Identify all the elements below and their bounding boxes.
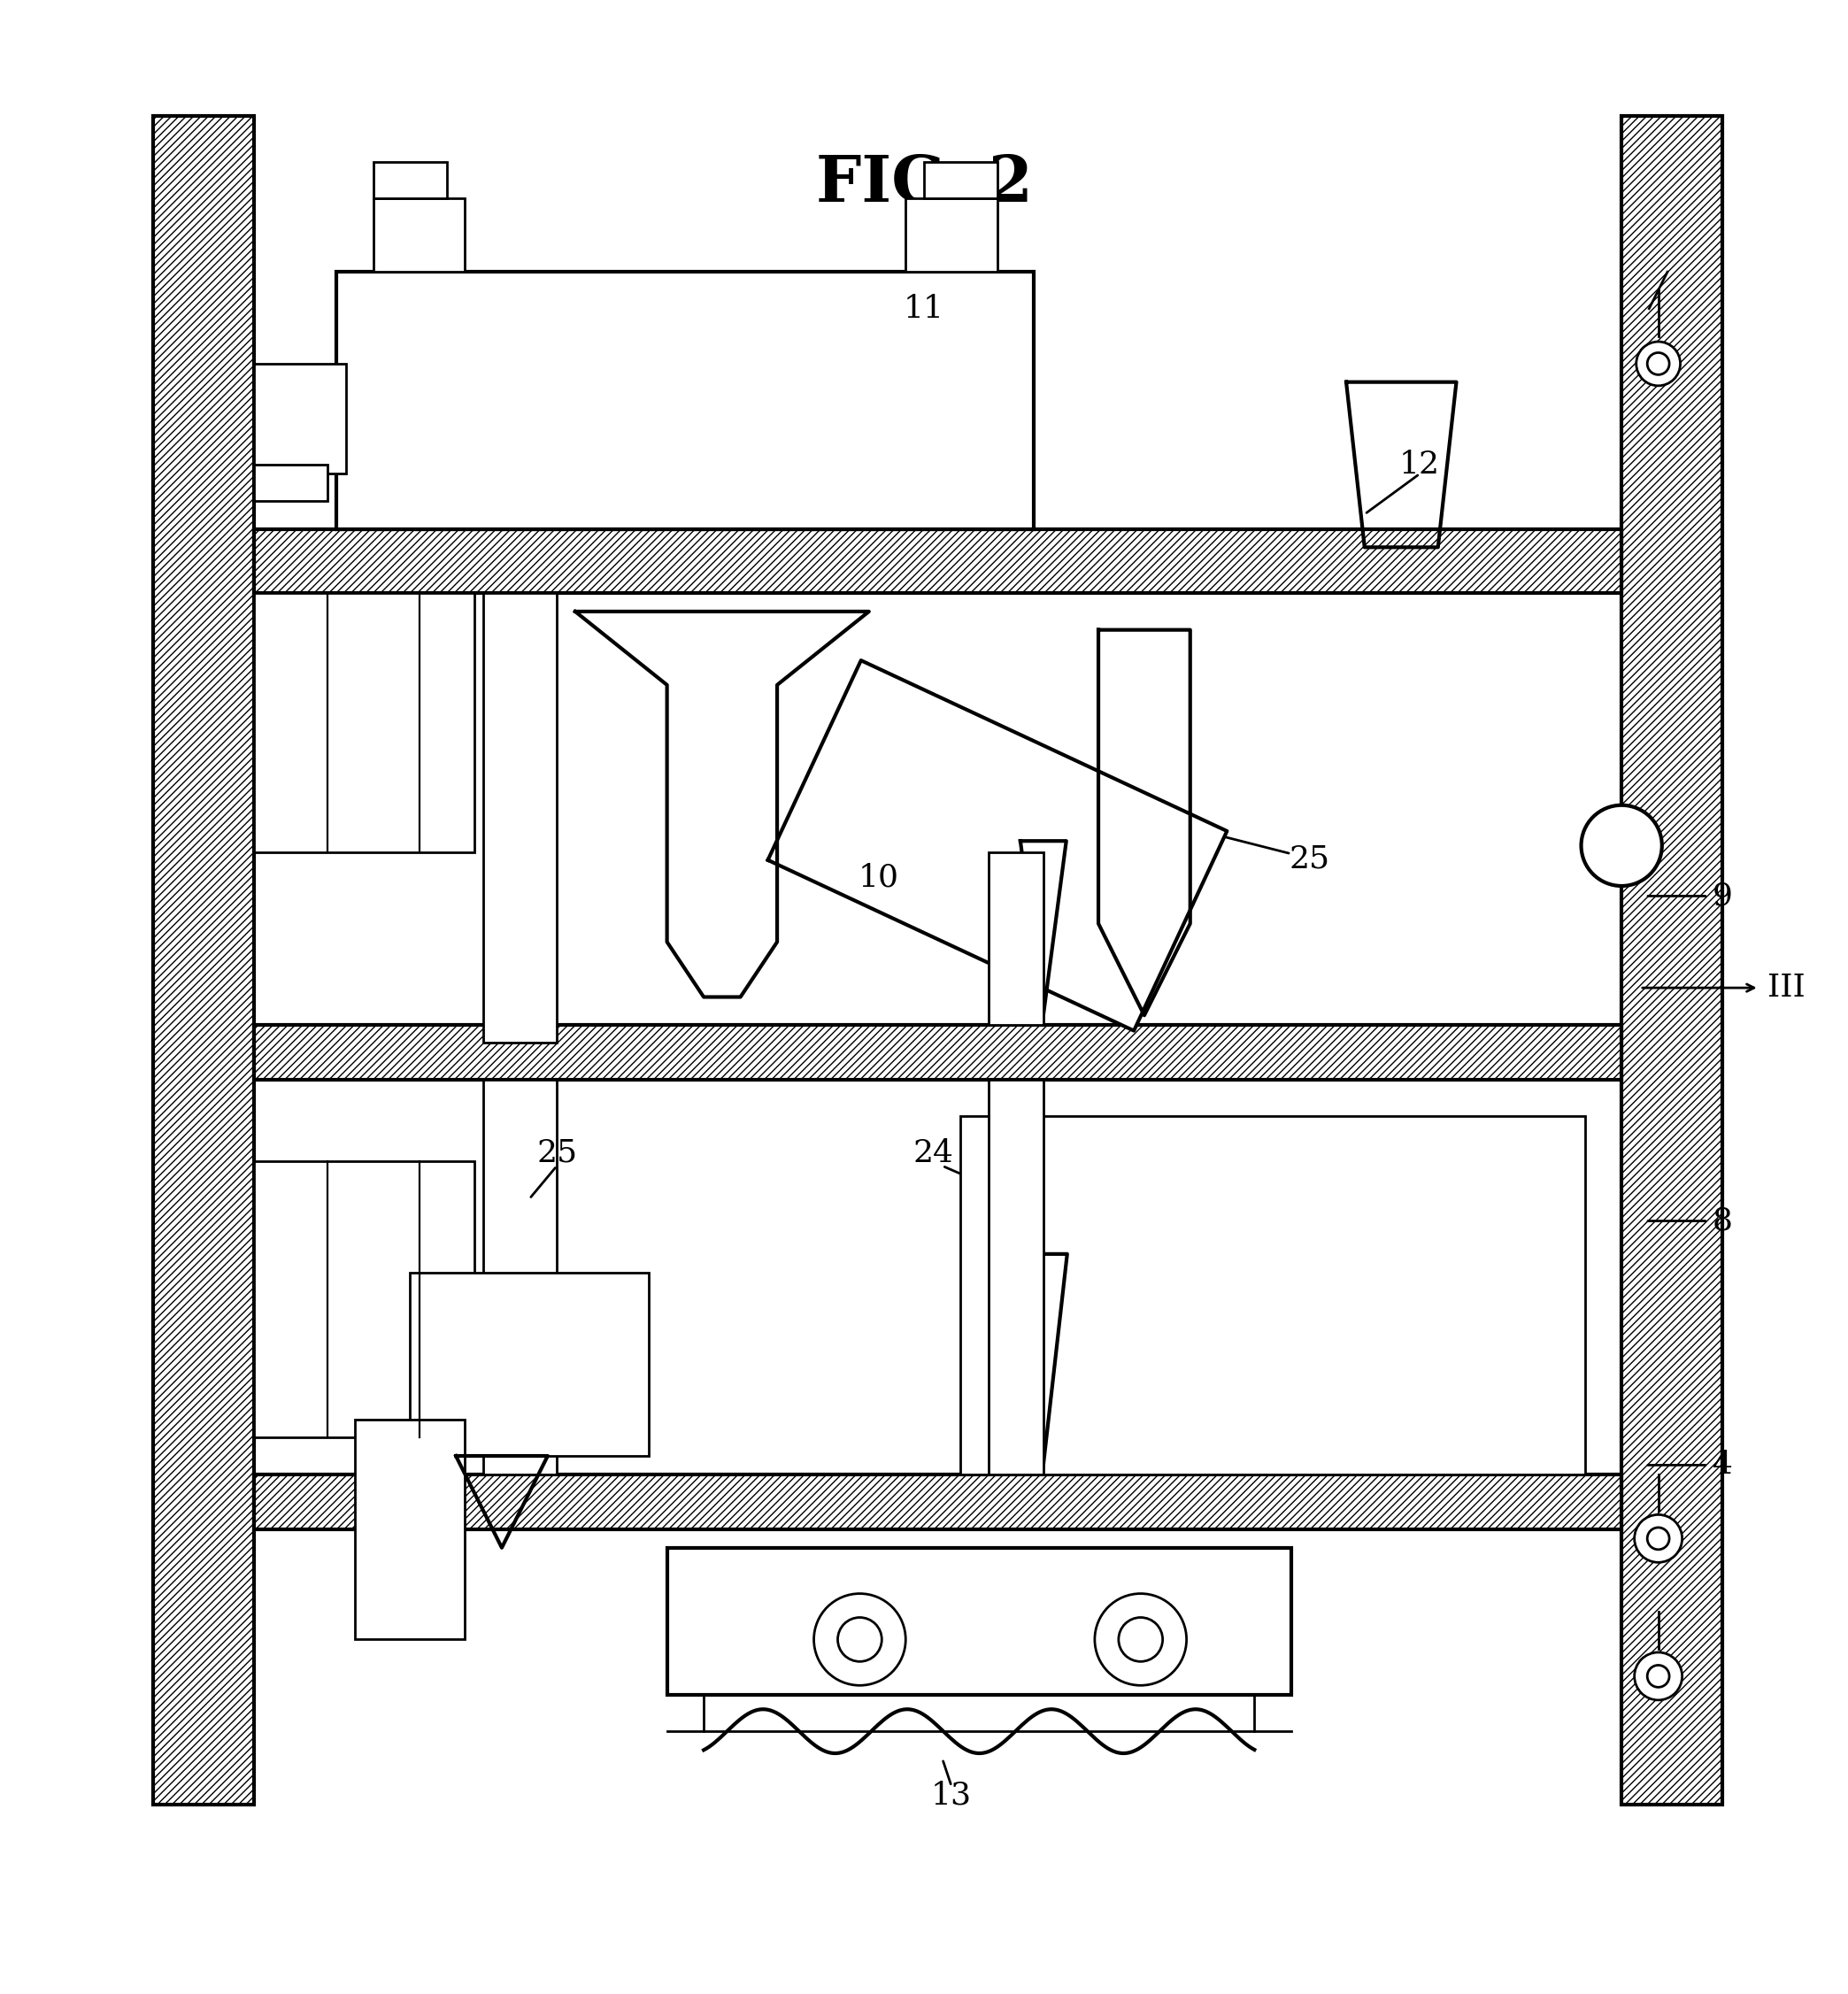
- Circle shape: [1094, 1593, 1186, 1685]
- Text: FIG. 2: FIG. 2: [815, 154, 1033, 215]
- Circle shape: [813, 1593, 906, 1685]
- Text: 4: 4: [1713, 1450, 1733, 1480]
- Bar: [961, 1117, 1586, 1474]
- Circle shape: [1634, 1653, 1682, 1701]
- Bar: [253, 592, 475, 851]
- Text: 24: 24: [913, 1139, 954, 1168]
- Bar: [336, 271, 1035, 528]
- Circle shape: [1647, 353, 1669, 375]
- Bar: [906, 199, 998, 271]
- Bar: [924, 162, 998, 199]
- Circle shape: [1582, 806, 1661, 885]
- Bar: [484, 592, 556, 1043]
- Bar: [1621, 116, 1722, 1805]
- Bar: [253, 1161, 475, 1438]
- Circle shape: [1118, 1617, 1162, 1661]
- Circle shape: [1634, 1515, 1682, 1563]
- Polygon shape: [769, 660, 1227, 1031]
- Circle shape: [1647, 1665, 1669, 1687]
- Bar: [373, 162, 447, 199]
- Text: 12: 12: [1399, 449, 1440, 481]
- Bar: [253, 528, 1621, 592]
- Bar: [989, 851, 1044, 1025]
- Bar: [484, 1079, 556, 1474]
- Text: 13: 13: [931, 1781, 972, 1811]
- Circle shape: [1647, 1527, 1669, 1549]
- Circle shape: [837, 1617, 881, 1661]
- Text: 9: 9: [1713, 881, 1733, 911]
- Bar: [253, 1474, 1621, 1529]
- Bar: [253, 1474, 1621, 1529]
- Bar: [253, 1025, 1621, 1079]
- Text: 11: 11: [904, 293, 944, 323]
- Text: 10: 10: [857, 863, 898, 893]
- Text: III: III: [1769, 973, 1805, 1003]
- Text: 25: 25: [1290, 843, 1331, 875]
- Text: 25: 25: [536, 1139, 577, 1168]
- Text: 8: 8: [1713, 1206, 1733, 1236]
- Bar: [373, 199, 466, 271]
- Bar: [667, 1547, 1292, 1695]
- Bar: [253, 363, 346, 475]
- Bar: [1621, 116, 1722, 1805]
- Bar: [153, 116, 253, 1805]
- Bar: [355, 1420, 466, 1639]
- Circle shape: [1635, 341, 1680, 385]
- Bar: [989, 1079, 1044, 1474]
- Bar: [253, 1025, 1621, 1079]
- Bar: [153, 116, 253, 1805]
- Bar: [253, 465, 327, 500]
- Bar: [410, 1272, 649, 1456]
- Bar: [253, 528, 1621, 592]
